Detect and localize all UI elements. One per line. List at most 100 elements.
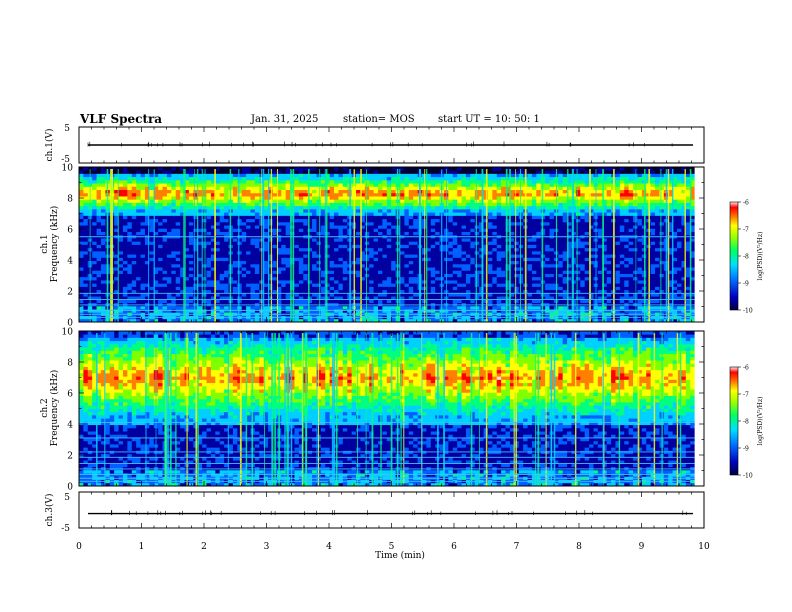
- spectrogram-cell: [470, 225, 476, 229]
- spectrogram-cell: [452, 179, 458, 184]
- spectrogram-cell: [364, 192, 370, 197]
- spectrogram-cell: [496, 286, 502, 291]
- spectrogram-cell: [426, 260, 432, 265]
- spectrogram-cell: [210, 244, 216, 249]
- spectrogram-cell: [272, 283, 278, 287]
- spectrogram-cell: [435, 309, 440, 313]
- spectrogram-cell: [197, 199, 203, 203]
- spectrogram-cell: [373, 231, 379, 236]
- spectrogram-cell: [144, 257, 150, 262]
- spectrogram-cell: [224, 276, 229, 281]
- spectrogram-cell: [202, 186, 207, 191]
- spectrogram-cell: [100, 176, 106, 181]
- spectrogram-cell: [224, 173, 229, 178]
- spectrogram-cell: [487, 202, 493, 207]
- spectrogram-cell: [518, 250, 524, 255]
- spectrogram-cell: [162, 173, 168, 178]
- spectrogram-cell: [210, 250, 216, 255]
- spectrogram-cell: [470, 286, 476, 291]
- spectrogram-cell: [325, 286, 331, 291]
- spectrogram-cell: [492, 212, 498, 216]
- spectrogram-cell: [408, 183, 414, 187]
- spectrogram-cell: [171, 309, 177, 313]
- spectrogram-cell: [193, 231, 199, 236]
- spectrogram-cell: [215, 212, 221, 216]
- spectrogram-cell: [452, 250, 458, 255]
- spectrogram-cell: [250, 270, 256, 274]
- spectrogram-cell: [210, 208, 216, 213]
- spectrogram-cell: [219, 280, 225, 284]
- spectrogram-cell: [263, 244, 269, 249]
- spectrogram-cell: [184, 176, 190, 181]
- spectrogram-cell: [180, 283, 185, 287]
- spectrogram-cell: [197, 250, 203, 255]
- spectrogram-cell: [505, 228, 511, 232]
- spectrogram-cell: [100, 283, 106, 287]
- spectrogram-cell: [210, 218, 216, 223]
- spectrogram-cell: [492, 273, 498, 278]
- spectrogram-cell: [250, 173, 256, 178]
- spectrogram-cell: [114, 192, 119, 197]
- spectrogram-cell: [193, 179, 199, 184]
- spectrogram-cell: [501, 215, 506, 220]
- spectrogram-cell: [127, 309, 133, 313]
- spectrogram-cell: [461, 270, 467, 274]
- spectrogram-cell: [316, 241, 322, 245]
- spectrogram-cell: [452, 286, 458, 291]
- spectrogram-cell: [184, 196, 190, 200]
- spectrogram-cell: [334, 250, 339, 255]
- spectrogram-cell: [254, 309, 260, 313]
- spectrogram-cell: [149, 173, 155, 178]
- spectrogram-cell: [144, 183, 150, 187]
- spectrogram-cell: [96, 196, 102, 200]
- spectrogram-cell: [246, 228, 251, 232]
- spectrogram-cell: [492, 250, 498, 255]
- spectrogram-cell: [386, 276, 392, 281]
- spectrogram-cell: [509, 218, 515, 223]
- spectrogram-cell: [448, 250, 454, 255]
- spectrogram-cell: [276, 183, 282, 187]
- spectrogram-cell: [206, 238, 212, 242]
- spectrogram-cell: [509, 283, 515, 287]
- spectrogram-cell: [457, 215, 462, 220]
- spectrogram-cell: [426, 296, 432, 300]
- spectrogram-cell: [382, 247, 388, 252]
- spectrogram-cell: [316, 176, 322, 181]
- spectrogram-cell: [452, 318, 458, 323]
- spectrogram-cell: [501, 247, 506, 252]
- spectrogram-cell: [342, 176, 348, 181]
- spectrogram-cell: [505, 179, 511, 184]
- spectrogram-cell: [426, 196, 432, 200]
- spectrogram-cell: [136, 212, 141, 216]
- spectrogram-cell: [400, 183, 405, 187]
- spectrogram-cell: [474, 212, 480, 216]
- spectrogram-cell: [131, 254, 137, 258]
- spectrogram-cell: [281, 228, 287, 232]
- spectrogram-cell: [307, 196, 313, 200]
- spectrogram-cell: [281, 205, 287, 210]
- spectrogram-cell: [184, 292, 190, 297]
- spectrogram-cell: [136, 228, 141, 232]
- spectrogram-cell: [246, 186, 251, 191]
- spectrogram-cell: [136, 202, 141, 207]
- spectrogram-cell: [527, 247, 533, 252]
- spectrogram-cell: [356, 221, 361, 226]
- spectrogram-cell: [92, 170, 97, 174]
- spectrogram-cell: [527, 250, 533, 255]
- spectrogram-cell: [180, 228, 185, 232]
- spectrogram-cell: [131, 273, 137, 278]
- spectrogram-cell: [400, 241, 405, 245]
- spectrogram-cell: [303, 270, 309, 274]
- spectrogram-cell: [373, 273, 379, 278]
- spectrogram-cell: [188, 283, 194, 287]
- spectrogram-cell: [426, 199, 432, 203]
- spectrogram-cell: [514, 296, 520, 300]
- spectrogram-cell: [180, 212, 185, 216]
- spectrogram-cell: [527, 241, 533, 245]
- spectrogram-cell: [250, 260, 256, 265]
- spectrogram-cell: [263, 267, 269, 271]
- spectrogram-cell: [215, 270, 221, 274]
- spectrogram-cell: [241, 205, 247, 210]
- spectrogram-cell: [290, 250, 295, 255]
- spectrogram-cell: [254, 179, 260, 184]
